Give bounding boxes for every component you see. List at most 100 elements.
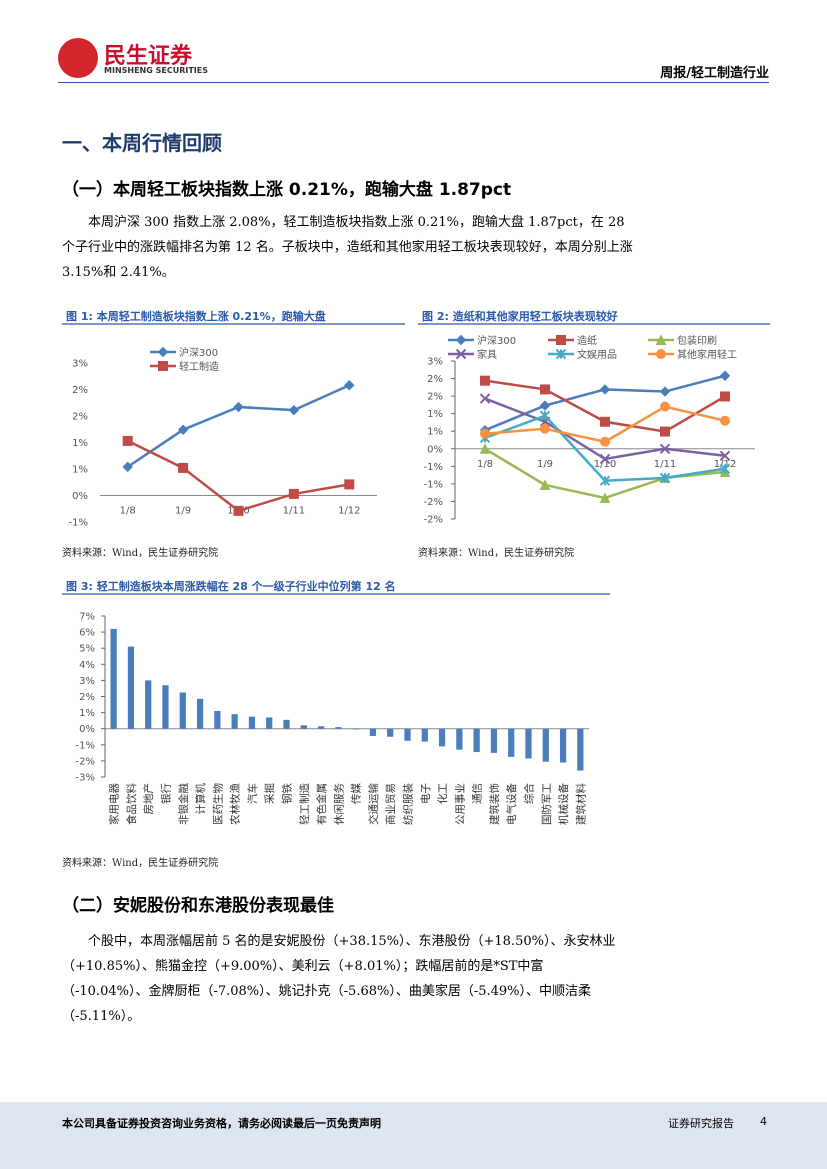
x-tick-label: 农林牧渔 (229, 783, 242, 825)
y-tick-label: 1% (427, 427, 443, 438)
x-tick-label: 钢铁 (281, 783, 294, 804)
bar (559, 728, 567, 763)
x-tick-label: 银行 (160, 783, 173, 804)
marker (233, 401, 244, 413)
marker (479, 443, 491, 454)
logo (58, 38, 98, 78)
bar (127, 646, 135, 729)
y-tick-label: 1% (72, 438, 88, 449)
bar (266, 717, 273, 729)
x-tick-label: 计算机 (194, 783, 207, 815)
x-tick-label: 商业贸易 (384, 783, 397, 825)
marker (178, 462, 189, 473)
bar (387, 728, 394, 737)
x-tick-label: 休闲服务 (332, 783, 345, 825)
disclaimer: 本公司具备证券投资咨询业务资格，请务必阅读最后一页免责声明 (62, 1117, 381, 1130)
marker (177, 424, 189, 435)
x-tick-label: 机械设备 (557, 783, 570, 825)
bar (438, 728, 446, 747)
marker (344, 380, 355, 391)
marker (540, 384, 550, 395)
y-tick-label: -2% (424, 497, 443, 508)
bar (473, 728, 480, 753)
legend-marker (556, 335, 566, 345)
marker (599, 453, 611, 465)
y-tick-label: 1% (72, 465, 88, 476)
y-tick-label: 6% (79, 628, 95, 639)
legend-label: 沪深300 (477, 334, 516, 347)
x-tick-label: 1/10 (594, 459, 616, 470)
y-tick-label: 3% (427, 357, 443, 368)
marker (479, 393, 491, 404)
logo-cn: 民生证券 (104, 44, 193, 69)
bar (162, 685, 169, 729)
marker (344, 479, 355, 490)
x-tick-label: 1/8 (120, 506, 136, 517)
marker (599, 475, 611, 486)
y-tick-label: 4% (79, 660, 95, 671)
bar (283, 719, 290, 729)
x-tick-label: 1/8 (477, 459, 493, 470)
y-tick-label: 0% (72, 491, 88, 502)
marker (719, 463, 731, 474)
y-tick-label: -1% (424, 479, 443, 490)
bar (196, 698, 204, 729)
y-tick-label: 2% (72, 385, 88, 396)
bar (335, 727, 342, 729)
x-tick-label: 有色金属 (315, 783, 328, 825)
y-tick-label: -1% (76, 740, 95, 751)
marker (288, 488, 299, 499)
series-line (127, 384, 350, 468)
marker (720, 391, 730, 402)
bar (369, 728, 377, 736)
bar (248, 716, 256, 729)
paragraph: 本周沪深 300 指数上涨 2.08%，轻工制造板块指数上涨 0.21%，跑输大… (62, 215, 633, 280)
page-number: 4 (760, 1115, 767, 1128)
x-tick-label: 交通运输 (367, 783, 380, 825)
report-label: 证券研究报告 (668, 1117, 734, 1130)
paragraph: 个股中，本周涨幅居前 5 名的是安妮股份（+38.15%）、东港股份（+18.5… (62, 934, 616, 1024)
x-tick-label: 国防军工 (540, 783, 553, 825)
y-tick-label: 3% (79, 676, 95, 687)
x-tick-label: 化工 (436, 783, 449, 804)
bar (404, 728, 411, 741)
y-tick-label: 2% (427, 392, 443, 403)
bar (525, 728, 532, 759)
x-tick-label: 医药生物 (211, 783, 224, 825)
y-tick-label: 2% (427, 374, 443, 385)
legend-label: 沪深300 (179, 346, 218, 359)
bar (577, 728, 584, 771)
header-rule (58, 82, 769, 83)
bar (456, 728, 463, 750)
y-tick-label: 0% (79, 724, 95, 735)
x-tick-label: 1/9 (175, 506, 191, 517)
bar (490, 728, 498, 753)
bar (508, 728, 515, 757)
legend-marker (655, 334, 667, 345)
y-tick-label: -2% (424, 515, 443, 526)
legend-marker (455, 348, 467, 360)
x-tick-label: 非银金融 (177, 783, 190, 825)
legend-marker (157, 346, 169, 358)
legend-label: 包装印刷 (677, 334, 717, 347)
y-tick-label: 1% (79, 708, 95, 719)
x-tick-label: 1/12 (714, 459, 736, 470)
x-tick-label: 食品饮料 (125, 783, 138, 825)
x-tick-label: 1/12 (338, 506, 360, 517)
y-tick-label: -2% (76, 756, 95, 767)
marker (660, 401, 670, 412)
bar (542, 728, 549, 762)
y-tick-label: 2% (72, 412, 88, 423)
marker (539, 400, 551, 411)
marker (599, 492, 611, 503)
bar (300, 725, 307, 729)
marker (288, 404, 300, 416)
chart-source: 资料来源：Wind，民生证券研究院 (418, 548, 575, 559)
marker (233, 505, 244, 516)
legend-label: 轻工制造 (179, 360, 219, 373)
marker (480, 375, 490, 386)
series-line (127, 439, 350, 513)
legend-label: 其他家用轻工 (677, 348, 737, 361)
marker (599, 384, 611, 395)
marker (659, 472, 671, 484)
